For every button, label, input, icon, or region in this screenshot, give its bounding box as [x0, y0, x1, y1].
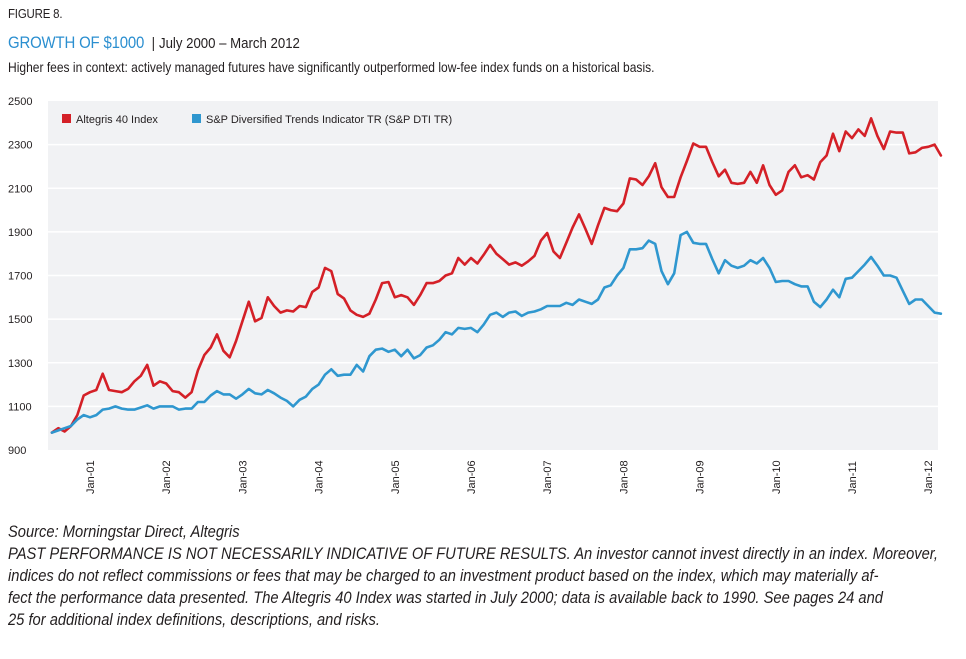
y-tick-label: 2300 [8, 140, 32, 152]
y-tick-label: 1100 [8, 401, 32, 413]
y-axis-ticks: 900 1100 1300 1500 1700 1900 2100 2300 2500 [8, 96, 32, 457]
footnote: Source: Morningstar Direct, Altegris PAS… [8, 521, 942, 631]
legend: Altegris 40 Index S&P Diversified Trends … [62, 114, 452, 126]
disclaimer-line: indices do not reflect commissions or fe… [8, 566, 879, 585]
series-lines [50, 117, 943, 434]
y-tick-label: 2500 [8, 96, 32, 108]
x-tick-label: Jan-03 [237, 460, 249, 494]
figure-label: FIGURE 8. [8, 6, 63, 21]
x-tick-label: Jan-11 [847, 461, 859, 494]
x-tick-label: Jan-09 [695, 460, 707, 494]
x-tick-label: Jan-12 [923, 460, 935, 494]
x-tick-label: Jan-10 [771, 460, 783, 494]
source-note: Source: Morningstar Direct, Altegris [8, 522, 240, 541]
legend-swatch [62, 114, 71, 123]
chart-title: GROWTH OF $1000 | July 2000 – March 2012 [8, 33, 300, 53]
x-tick-label: Jan-06 [466, 460, 478, 494]
x-tick-label: Jan-08 [618, 460, 630, 494]
gridlines [48, 143, 938, 408]
title-separator: | [151, 35, 156, 52]
y-tick-label: 900 [8, 445, 26, 457]
chart-date-range: July 2000 – March 2012 [158, 35, 300, 52]
legend-label: Altegris 40 Index [76, 114, 158, 126]
y-tick-label: 1900 [8, 227, 32, 239]
x-tick-label: Jan-04 [314, 460, 326, 494]
chart-title-main: GROWTH OF $1000 [8, 33, 145, 52]
x-axis-ticks: Jan-01 Jan-02 Jan-03 Jan-04 Jan-05 Jan-06 Jan-… [85, 460, 935, 494]
disclaimer-line: 25 for additional index definitions, des… [8, 610, 380, 629]
line-chart: 900 1100 1300 1500 1700 1900 2100 2300 2500 Jan-… [8, 96, 943, 494]
y-tick-label: 1500 [8, 314, 32, 326]
legend-swatch [192, 114, 201, 123]
x-tick-label: Jan-05 [390, 460, 402, 494]
y-tick-label: 2100 [8, 183, 32, 195]
x-tick-label: Jan-01 [85, 460, 97, 494]
altegris-40-line [50, 117, 943, 434]
chart-subtitle: Higher fees in context: actively managed… [8, 59, 655, 75]
x-tick-label: Jan-07 [542, 460, 554, 494]
legend-label: S&P Diversified Trends Indicator TR (S&P… [206, 114, 452, 126]
y-tick-label: 1300 [8, 358, 32, 370]
sp-dti-line [50, 230, 943, 434]
y-tick-label: 1700 [8, 271, 32, 283]
disclaimer-line: PAST PERFORMANCE IS NOT NECESSARILY INDI… [8, 544, 938, 563]
disclaimer-line: fect the performance data presented. The… [8, 588, 883, 607]
x-tick-label: Jan-02 [161, 460, 173, 494]
